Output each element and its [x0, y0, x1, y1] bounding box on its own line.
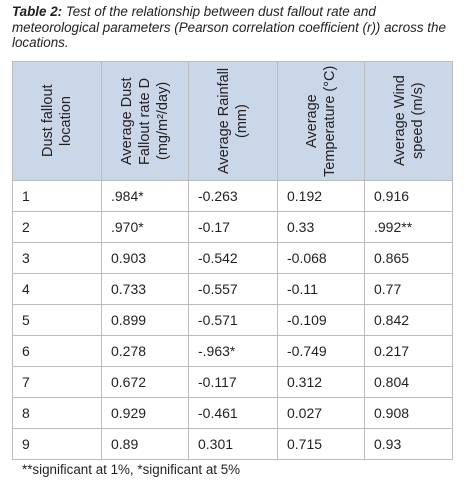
table-cell: 0.33 [277, 211, 365, 243]
table-cell: 0.77 [364, 273, 453, 305]
table-row: 3 0.903 -0.542 -0.068 0.865 [12, 242, 453, 274]
table-cell: 0.929 [101, 397, 189, 429]
table-cell: -0.571 [188, 304, 278, 336]
table-cell: 0.715 [277, 428, 365, 460]
table-cell: 0.312 [277, 366, 365, 398]
column-header-label: Average Rainfall (mm) [216, 67, 250, 175]
table-cell: 4 [12, 273, 102, 305]
column-header-label: Average Wind speed (m/s) [391, 75, 426, 167]
table-cell: .970* [101, 211, 189, 243]
table-cell: 0.301 [188, 428, 278, 460]
column-header: Average Rainfall (mm) [188, 61, 278, 181]
table-cell: .992** [364, 211, 453, 243]
table-cell: -0.17 [188, 211, 278, 243]
table-cell: 7 [12, 366, 102, 398]
table-row: 9 0.89 0.301 0.715 0.93 [12, 428, 453, 460]
table-cell: 6 [12, 335, 102, 367]
table-cell: 0.908 [364, 397, 453, 429]
header-row: Dust fallout location Average Dust Fallou… [12, 61, 453, 181]
column-header: Dust fallout location [12, 61, 102, 181]
table-cell: 0.217 [364, 335, 453, 367]
table-row: 6 0.278 -.963* -0.749 0.217 [12, 335, 453, 367]
table-cell: 5 [12, 304, 102, 336]
column-header: Average Wind speed (m/s) [364, 61, 453, 181]
table-cell: 1 [12, 180, 102, 212]
table-cell: 0.899 [101, 304, 189, 336]
table-cell: 2 [12, 211, 102, 243]
table-cell: -0.749 [277, 335, 365, 367]
table-caption: Table 2: Test of the relationship betwee… [12, 4, 452, 51]
column-header-label: Average Dust Fallout rate D (mg/m²/day) [119, 77, 171, 165]
table-row: 1.984* -0.263 0.192 0.916 [12, 180, 453, 212]
significance-footnote: **significant at 1%, *significant at 5% [22, 462, 241, 477]
table-header: Dust fallout location Average Dust Fallou… [12, 61, 453, 181]
table-row: 8 0.929 -0.461 0.027 0.908 [12, 397, 453, 429]
table-cell: 0.93 [364, 428, 453, 460]
table-caption-text: Test of the relationship between dust fa… [12, 4, 446, 50]
table-cell: .984* [101, 180, 189, 212]
table-cell: 0.278 [101, 335, 189, 367]
column-header: Average Temperature (°C) [277, 61, 365, 181]
table-cell: 0.733 [101, 273, 189, 305]
table-cell: 0.027 [277, 397, 365, 429]
table-cell: 0.903 [101, 242, 189, 274]
table-row: 4 0.733 -0.557 -0.11 0.77 [12, 273, 453, 305]
table-cell: -0.542 [188, 242, 278, 274]
table-cell: -0.109 [277, 304, 365, 336]
table-cell: -0.117 [188, 366, 278, 398]
table-body: 1.984* -0.263 0.192 0.916 2.970* -0.17 0.33.99… [12, 180, 453, 460]
column-header-label: Dust fallout location [40, 84, 74, 158]
table-row: 7 0.672 -0.117 0.312 0.804 [12, 366, 453, 398]
table-cell: 0.804 [364, 366, 453, 398]
table-cell: -0.068 [277, 242, 365, 274]
table-cell: 3 [12, 242, 102, 274]
table-cell: -.963* [188, 335, 278, 367]
table-caption-label: Table 2: [12, 4, 63, 19]
table-row: 5 0.899 -0.571 -0.109 0.842 [12, 304, 453, 336]
column-header-label: Average Temperature (°C) [304, 65, 338, 177]
table-cell: -0.461 [188, 397, 278, 429]
table-cell: -0.557 [188, 273, 278, 305]
table-cell: 8 [12, 397, 102, 429]
table-cell: 0.842 [364, 304, 453, 336]
table-cell: -0.11 [277, 273, 365, 305]
table-cell: 0.865 [364, 242, 453, 274]
table-row: 2.970* -0.17 0.33.992** [12, 211, 453, 243]
table-cell: 9 [12, 428, 102, 460]
table-cell: -0.263 [188, 180, 278, 212]
correlation-table: Dust fallout location Average Dust Fallou… [12, 61, 453, 460]
table-cell: 0.672 [101, 366, 189, 398]
table-cell: 0.192 [277, 180, 365, 212]
column-header: Average Dust Fallout rate D (mg/m²/day) [101, 61, 189, 181]
table-cell: 0.89 [101, 428, 189, 460]
table-cell: 0.916 [364, 180, 453, 212]
